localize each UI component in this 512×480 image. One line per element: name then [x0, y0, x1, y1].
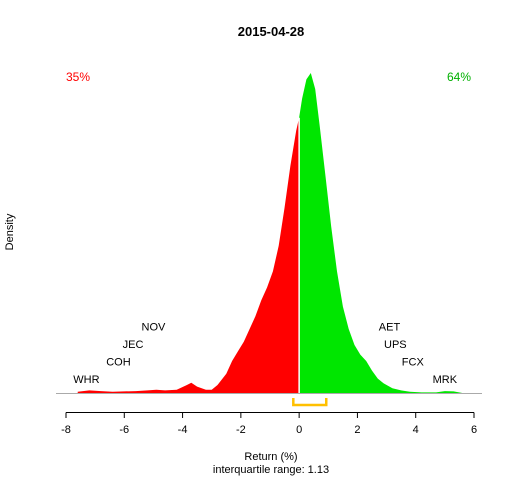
outlier-label-mrk: MRK [433, 374, 458, 386]
x-tick-label: 0 [296, 424, 302, 436]
y-axis-label: Density [4, 213, 16, 250]
negative-density-area [77, 117, 300, 394]
x-tick-label: -4 [178, 424, 188, 436]
x-tick-label: 6 [471, 424, 477, 436]
outlier-label-fcx: FCX [402, 357, 425, 369]
positive-share-label: 64% [447, 70, 471, 84]
x-axis-label: Return (%) [244, 451, 297, 463]
outlier-label-aet: AET [379, 322, 401, 334]
outlier-labels: WHR COH JEC NOV MRK FCX UPS AET [73, 322, 457, 387]
outlier-label-coh: COH [106, 357, 131, 369]
positive-density-area [299, 73, 463, 393]
x-tick-label: -8 [61, 424, 71, 436]
outlier-label-jec: JEC [123, 339, 144, 351]
x-tick-label: 4 [413, 424, 419, 436]
outlier-label-whr: WHR [73, 374, 99, 386]
outlier-label-nov: NOV [142, 322, 167, 334]
x-tick-label: 2 [354, 424, 360, 436]
chart-title: 2015-04-28 [238, 24, 305, 39]
iqr-caption: interquartile range: 1.13 [213, 464, 329, 476]
outlier-label-ups: UPS [384, 339, 407, 351]
x-tick-label: -2 [236, 424, 246, 436]
negative-share-label: 35% [66, 70, 90, 84]
density-area [77, 73, 463, 394]
x-axis: -8 -6 -4 -2 0 2 4 6 [61, 412, 477, 436]
x-tick-label: -6 [119, 424, 129, 436]
iqr-bracket [292, 398, 328, 407]
